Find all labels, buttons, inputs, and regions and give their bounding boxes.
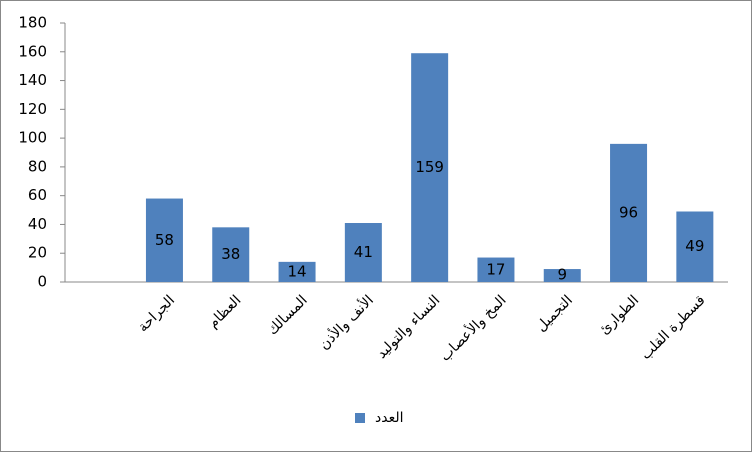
data-label: 58 <box>155 231 174 249</box>
bar <box>610 143 648 282</box>
bar <box>145 198 183 282</box>
bar <box>278 261 316 282</box>
data-label: 159 <box>415 158 444 176</box>
y-tick-label: 140 <box>18 71 47 89</box>
bar <box>411 53 449 282</box>
data-label: 9 <box>557 266 567 284</box>
data-label: 96 <box>619 203 638 221</box>
legend-swatch <box>355 413 365 423</box>
y-tick-label: 100 <box>18 129 47 147</box>
legend-label: العدد <box>375 410 404 426</box>
data-label: 14 <box>288 262 307 280</box>
y-tick-label: 160 <box>18 42 47 60</box>
y-tick-label: 40 <box>28 215 47 233</box>
bar <box>543 269 581 282</box>
y-tick-label: 80 <box>28 157 47 175</box>
data-label: 38 <box>221 245 240 263</box>
bar <box>212 227 250 282</box>
y-tick-label: 60 <box>28 186 47 204</box>
y-tick-label: 20 <box>28 244 47 262</box>
y-tick-label: 180 <box>18 14 47 32</box>
data-label: 41 <box>354 243 373 261</box>
data-label: 49 <box>685 237 704 255</box>
bar <box>344 223 382 282</box>
data-label: 17 <box>486 260 505 278</box>
y-tick-label: 120 <box>18 100 47 118</box>
bar <box>676 211 714 282</box>
bar <box>477 257 515 282</box>
y-tick-label: 0 <box>37 273 47 291</box>
